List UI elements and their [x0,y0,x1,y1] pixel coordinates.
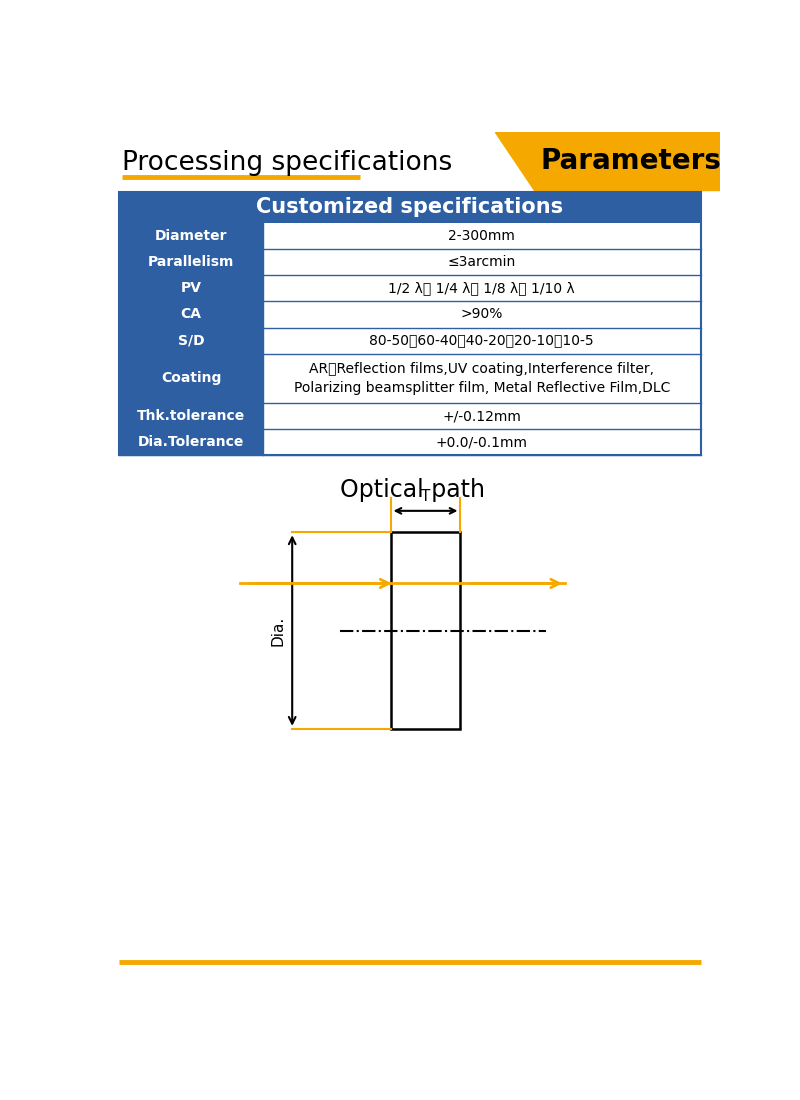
Bar [119,429,262,455]
Text: Customized specifications: Customized specifications [257,198,563,218]
Bar [119,328,262,354]
Bar [262,429,701,455]
Text: AR、Reflection films,UV coating,Interference filter,
Polarizing beamsplitter film: AR、Reflection films,UV coating,Interfere… [294,362,670,395]
Bar [262,275,701,301]
Text: Dia.Tolerance: Dia.Tolerance [138,436,244,449]
Bar [119,192,701,455]
Bar [119,249,262,275]
Bar [119,354,262,403]
Bar [119,301,262,328]
Text: +0.0/-0.1mm: +0.0/-0.1mm [436,436,528,449]
Text: Dia.: Dia. [270,616,286,646]
Bar [262,354,701,403]
Bar [262,301,701,328]
Bar [390,532,460,728]
Text: 1/2 λ、 1/4 λ、 1/8 λ、 1/10 λ: 1/2 λ、 1/4 λ、 1/8 λ、 1/10 λ [388,282,575,295]
Text: 2-300mm: 2-300mm [448,229,515,243]
Text: Thk.tolerance: Thk.tolerance [137,409,245,424]
Bar [262,249,701,275]
Text: T: T [421,488,430,504]
Text: 80-50、60-40、40-20、20-10、10-5: 80-50、60-40、40-20、20-10、10-5 [370,333,594,348]
Text: S/D: S/D [178,333,204,348]
Text: Coating: Coating [161,372,222,385]
Text: Diameter: Diameter [155,229,227,243]
Text: +/-0.12mm: +/-0.12mm [442,409,521,424]
Bar [119,192,701,223]
Text: Optical path: Optical path [340,478,486,502]
Bar [119,223,262,249]
Bar [262,223,701,249]
Text: PV: PV [181,282,202,295]
Polygon shape [495,132,720,189]
Text: >90%: >90% [461,308,503,321]
Text: CA: CA [181,308,202,321]
Text: Parallelism: Parallelism [148,255,234,270]
Text: ≤3arcmin: ≤3arcmin [447,255,516,270]
Bar [262,403,701,429]
Bar [119,403,262,429]
Text: Processing specifications: Processing specifications [122,150,452,176]
Text: Parameters: Parameters [541,147,722,175]
Bar [119,275,262,301]
Bar [262,328,701,354]
